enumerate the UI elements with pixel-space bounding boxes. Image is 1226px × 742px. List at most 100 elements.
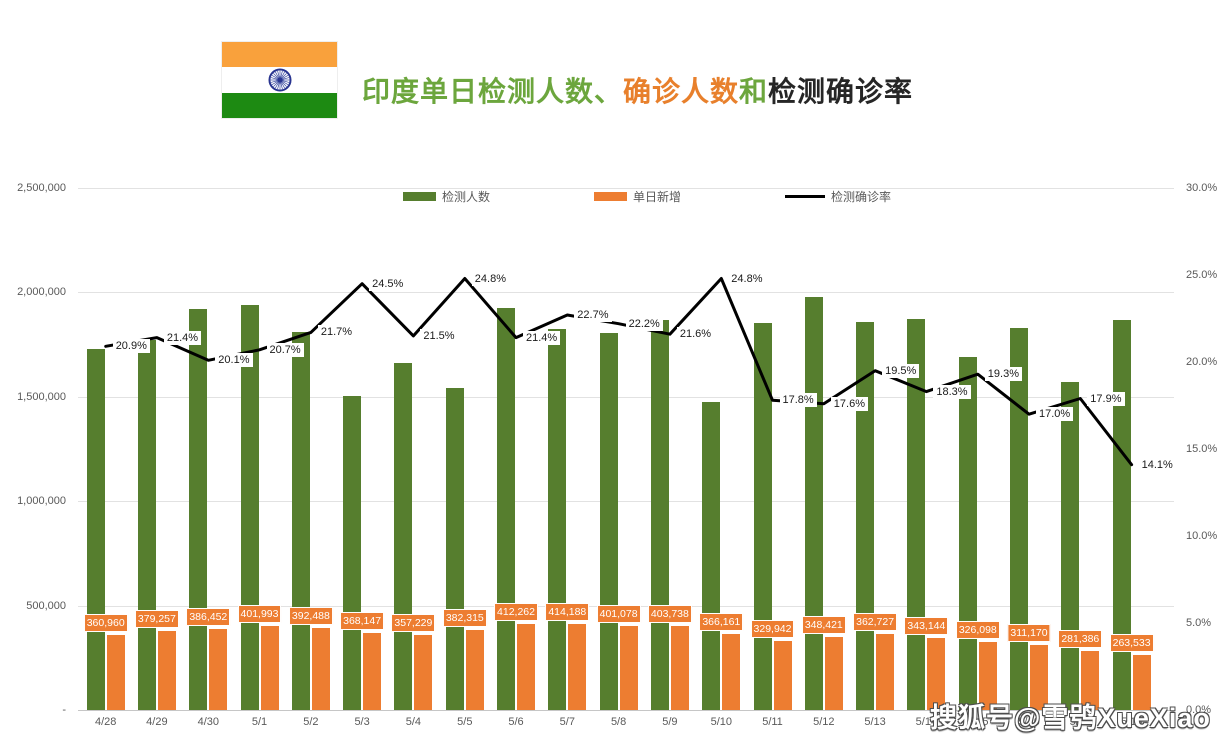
tested-bar	[702, 401, 721, 710]
new-cases-bar	[311, 628, 330, 710]
x-axis-tick: 5/17	[1069, 716, 1091, 728]
x-axis-tick: 5/11	[762, 716, 783, 728]
new-cases-value-label: 392,488	[288, 607, 333, 625]
positivity-value-label: 22.7%	[574, 308, 612, 322]
new-cases-value-label: 403,738	[647, 604, 692, 623]
x-axis-tick: 4/28	[94, 716, 117, 728]
legend-item-new-cases: 单日新增	[594, 188, 681, 205]
positivity-value-label: 19.3%	[984, 367, 1022, 382]
legend-label-positivity: 检测确诊率	[831, 190, 892, 204]
left-axis-tick: 1,500,000	[17, 390, 66, 403]
positivity-value-label: 17.9%	[1087, 391, 1125, 406]
ashoka-chakra-icon	[268, 68, 291, 92]
new-cases-bar	[876, 634, 895, 710]
positivity-value-label: 21.4%	[523, 330, 561, 345]
legend-swatch-green	[403, 192, 436, 201]
positivity-value-label: 14.1%	[1138, 457, 1176, 472]
tested-bar	[86, 349, 105, 710]
new-cases-bar	[978, 641, 997, 710]
positivity-value-label: 17.0%	[1036, 407, 1074, 422]
title-part-and: 和	[739, 76, 769, 107]
right-axis-tick: 20.0%	[1186, 356, 1218, 368]
left-axis-tick: 2,500,000	[17, 182, 66, 194]
new-cases-value-label: 329,942	[750, 620, 795, 639]
right-axis-tick: 15.0%	[1186, 443, 1218, 455]
tested-bar	[137, 340, 156, 710]
tested-bar	[753, 322, 772, 710]
x-axis-tick: 4/30	[197, 716, 219, 728]
left-axis-tick: -	[62, 704, 66, 716]
title-part-green: 印度单日检测人数、	[362, 76, 624, 107]
new-cases-bar	[568, 623, 587, 710]
new-cases-value-label: 281,386	[1058, 630, 1103, 649]
new-cases-bar	[1030, 645, 1048, 710]
flag-saffron-band	[222, 42, 337, 68]
legend-swatch-line	[785, 195, 826, 198]
x-axis-tick: 5/6	[508, 716, 524, 728]
title-part-black: 检测确诊率	[768, 76, 914, 107]
left-axis-tick: 2,000,000	[17, 286, 66, 299]
positivity-value-label: 24.5%	[369, 276, 407, 291]
right-axis-tick: 30.0%	[1186, 182, 1218, 194]
tested-bar	[189, 308, 208, 710]
new-cases-value-label: 412,262	[494, 602, 538, 621]
new-cases-value-label: 263,533	[1109, 634, 1154, 652]
tested-bar	[1061, 381, 1080, 710]
x-axis-tick: 5/12	[813, 716, 835, 728]
x-axis-tick: 5/1	[251, 716, 268, 728]
x-axis-tick: 5/13	[864, 716, 886, 728]
legend-swatch-orange	[594, 192, 628, 201]
tested-bar	[343, 396, 362, 710]
x-axis-tick: 4/29	[146, 716, 168, 728]
positivity-value-label: 21.4%	[163, 330, 202, 345]
new-cases-value-label: 360,960	[83, 613, 128, 632]
new-cases-bar	[517, 623, 535, 710]
x-axis-tick: 5/9	[662, 716, 678, 728]
new-cases-bar	[260, 626, 279, 710]
new-cases-value-label: 326,098	[955, 620, 1000, 639]
positivity-value-label: 18.3%	[933, 384, 971, 399]
new-cases-bar	[824, 637, 843, 710]
gridline	[78, 710, 1174, 711]
positivity-value-label: 21.5%	[420, 328, 458, 343]
gridline	[78, 292, 1174, 294]
new-cases-bar	[722, 633, 741, 710]
positivity-value-label: 21.7%	[317, 325, 356, 340]
new-cases-bar	[157, 630, 176, 710]
new-cases-value-label: 348,421	[801, 616, 846, 635]
positivity-value-label: 17.8%	[779, 393, 817, 408]
new-cases-bar	[363, 633, 382, 710]
positivity-value-label: 21.6%	[676, 327, 715, 342]
tested-bar	[958, 357, 977, 710]
legend-item-positivity: 检测确诊率	[785, 188, 891, 205]
tested-bar	[856, 321, 875, 710]
tested-bar	[394, 363, 413, 710]
new-cases-bar	[927, 638, 946, 710]
new-cases-value-label: 366,161	[699, 612, 744, 631]
positivity-value-label: 24.8%	[471, 271, 509, 286]
tested-bar	[650, 319, 669, 710]
positivity-value-label: 20.1%	[215, 353, 253, 368]
x-axis-tick: 5/14	[915, 716, 938, 728]
tested-bar	[548, 328, 567, 710]
new-cases-bar	[465, 630, 484, 710]
new-cases-value-label: 382,315	[442, 609, 487, 628]
new-cases-bar	[209, 629, 228, 710]
new-cases-value-label: 343,144	[904, 617, 949, 636]
x-axis-tick: 5/10	[710, 716, 732, 728]
positivity-value-label: 17.6%	[830, 396, 868, 411]
x-axis-tick: 5/8	[610, 716, 627, 728]
tested-bar	[291, 332, 310, 710]
x-axis-tick: 5/2	[303, 716, 319, 728]
tested-bar	[804, 296, 823, 710]
tested-bar	[445, 388, 464, 710]
new-cases-bar	[619, 626, 638, 710]
tested-bar	[1010, 327, 1028, 710]
new-cases-value-label: 368,147	[340, 612, 385, 631]
new-cases-bar	[670, 625, 689, 710]
x-axis-tick: 5/18	[1120, 716, 1143, 728]
flag-green-band	[222, 92, 337, 118]
x-axis-tick: 5/15	[967, 716, 989, 728]
x-axis-tick: 5/16	[1018, 716, 1040, 728]
